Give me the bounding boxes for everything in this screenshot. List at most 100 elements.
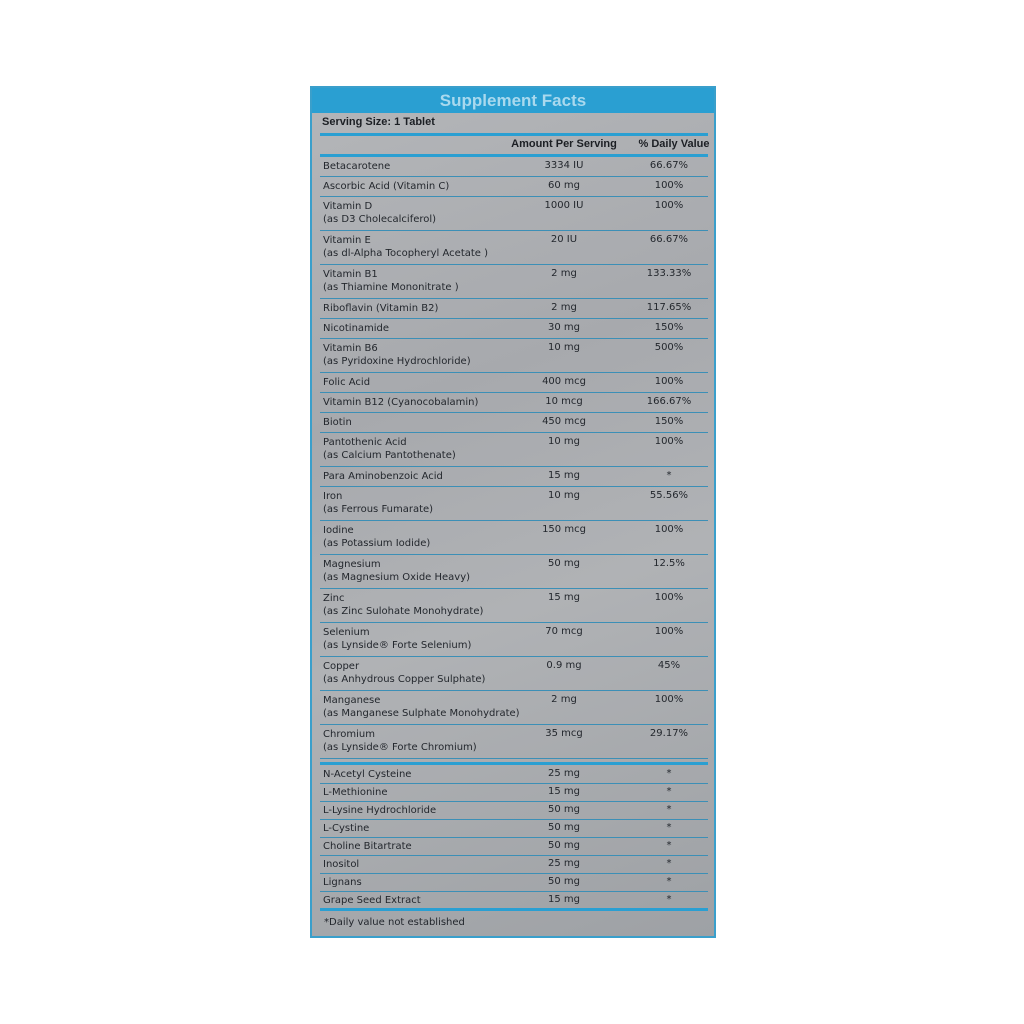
vitamins-minerals-table: Betacarotene 3334 IU 66.67% Ascorbic Acid (… — [320, 157, 708, 759]
nutrient-name: Lignans — [323, 876, 362, 889]
amount-per-serving: 10 mg — [548, 490, 580, 501]
column-header: Amount Per Serving % Daily Value — [320, 138, 709, 154]
nutrient-name: Manganese (as Manganese Sulphate Monohydr… — [323, 694, 520, 720]
amount-per-serving: 450 mcg — [542, 416, 586, 427]
daily-value: 150% — [654, 416, 684, 427]
nutrient-label: Pantothenic Acid — [323, 437, 407, 448]
serving-size: Serving Size: 1 Tablet — [322, 116, 435, 128]
amount-per-serving: 2 mg — [551, 302, 577, 313]
amount-per-serving: 50 mg — [548, 822, 580, 833]
daily-value: * — [666, 894, 672, 905]
nutrient-source: (as Lynside® Forte Selenium) — [323, 640, 472, 651]
amount-per-serving: 60 mg — [548, 180, 580, 191]
daily-value: 45% — [657, 660, 681, 671]
amount-per-serving: 50 mg — [548, 876, 580, 887]
table-row: N-Acetyl Cysteine 25 mg * — [320, 766, 708, 784]
nutrient-source: (as dl-Alpha Tocopheryl Acetate ) — [323, 248, 489, 259]
nutrient-name: Pantothenic Acid (as Calcium Pantothenate… — [323, 436, 456, 462]
nutrient-name: Inositol — [323, 858, 359, 871]
table-row: Ascorbic Acid (Vitamin C) 60 mg 100% — [320, 177, 708, 197]
amount-per-serving: 70 mcg — [545, 626, 583, 637]
nutrient-label: Biotin — [323, 417, 352, 428]
nutrient-label: Ascorbic Acid (Vitamin C) — [323, 181, 450, 192]
table-row: Vitamin B1 (as Thiamine Mononitrate ) 2 mg… — [320, 265, 708, 299]
nutrient-source: (as Anhydrous Copper Sulphate) — [323, 674, 486, 685]
amount-per-serving: 25 mg — [548, 768, 580, 779]
nutrient-name: Selenium (as Lynside® Forte Selenium) — [323, 626, 471, 652]
nutrient-label: Para Aminobenzoic Acid — [323, 471, 443, 482]
amount-per-serving: 3334 IU — [544, 160, 584, 171]
nutrient-label: Zinc — [323, 593, 345, 604]
nutrient-name: Zinc (as Zinc Sulohate Monohydrate) — [323, 592, 483, 618]
daily-value-header: % Daily Value — [638, 138, 710, 150]
table-row: Betacarotene 3334 IU 66.67% — [320, 157, 708, 177]
table-row: Iodine (as Potassium Iodide) 150 mcg 100% — [320, 521, 708, 555]
nutrient-name: L-Cystine — [323, 822, 369, 835]
daily-value: 29.17% — [649, 728, 689, 739]
daily-value: 100% — [654, 694, 684, 705]
nutrient-label: N-Acetyl Cysteine — [323, 769, 412, 780]
table-row: Chromium (as Lynside® Forte Chromium) 35 m… — [320, 725, 708, 759]
amount-per-serving: 50 mg — [548, 804, 580, 815]
nutrient-label: Vitamin E — [323, 235, 371, 246]
daily-value: 12.5% — [653, 558, 685, 569]
nutrient-name: Vitamin B12 (Cyanocobalamin) — [323, 396, 478, 409]
amount-per-serving: 15 mg — [548, 894, 580, 905]
daily-value: 133.33% — [646, 268, 692, 279]
nutrient-name: Ascorbic Acid (Vitamin C) — [323, 180, 449, 193]
table-row: Vitamin D (as D3 Cholecalciferol) 1000 IU 1… — [320, 197, 708, 231]
table-row: Copper (as Anhydrous Copper Sulphate) 0.9 … — [320, 657, 708, 691]
nutrient-name: Vitamin D (as D3 Cholecalciferol) — [323, 200, 436, 226]
daily-value: 100% — [654, 524, 684, 535]
amount-per-serving: 15 mg — [548, 470, 580, 481]
nutrient-name: Para Aminobenzoic Acid — [323, 470, 443, 483]
table-row: L-Methionine 15 mg * — [320, 784, 708, 802]
amount-per-serving: 20 IU — [550, 234, 578, 245]
supplement-facts-panel: Supplement Facts Serving Size: 1 Tablet … — [310, 86, 716, 938]
daily-value: 100% — [654, 626, 684, 637]
amount-per-serving: 2 mg — [551, 268, 577, 279]
daily-value: 500% — [654, 342, 684, 353]
amount-per-serving: 2 mg — [551, 694, 577, 705]
footnote: *Daily value not established — [324, 917, 465, 928]
table-row: Magnesium (as Magnesium Oxide Heavy) 50 mg… — [320, 555, 708, 589]
nutrient-label: Vitamin B12 (Cyanocobalamin) — [323, 397, 479, 408]
nutrient-name: Folic Acid — [323, 376, 370, 389]
nutrient-label: Chromium — [323, 729, 375, 740]
amount-per-serving: 35 mcg — [545, 728, 583, 739]
daily-value: 166.67% — [646, 396, 692, 407]
daily-value: * — [666, 822, 672, 833]
nutrient-label: Choline Bitartrate — [323, 841, 412, 852]
nutrient-label: Manganese — [323, 695, 381, 706]
daily-value: 150% — [654, 322, 684, 333]
nutrient-label: Lignans — [323, 877, 362, 888]
nutrient-label: Selenium — [323, 627, 370, 638]
nutrient-label: Riboflavin (Vitamin B2) — [323, 303, 439, 314]
daily-value: 100% — [654, 436, 684, 447]
daily-value: 117.65% — [646, 302, 692, 313]
table-row: Vitamin B6 (as Pyridoxine Hydrochloride) 1… — [320, 339, 708, 373]
nutrient-source: (as D3 Cholecalciferol) — [323, 214, 437, 225]
amount-per-serving: 10 mg — [548, 436, 580, 447]
panel-title: Supplement Facts — [312, 88, 714, 113]
amount-per-serving: 1000 IU — [544, 200, 584, 211]
nutrient-name: L-Methionine — [323, 786, 388, 799]
daily-value: 66.67% — [649, 234, 689, 245]
table-row: Folic Acid 400 mcg 100% — [320, 373, 708, 393]
table-row: Vitamin E (as dl-Alpha Tocopheryl Acetate… — [320, 231, 708, 265]
amount-per-serving: 30 mg — [548, 322, 580, 333]
nutrient-source: (as Zinc Sulohate Monohydrate) — [323, 606, 484, 617]
nutrient-source: (as Calcium Pantothenate) — [323, 450, 456, 461]
table-row: Lignans 50 mg * — [320, 874, 708, 892]
nutrient-name: Iodine (as Potassium Iodide) — [323, 524, 430, 550]
daily-value: * — [666, 840, 672, 851]
daily-value: * — [666, 858, 672, 869]
nutrient-source: (as Pyridoxine Hydrochloride) — [323, 356, 471, 367]
amount-per-serving: 400 mcg — [542, 376, 586, 387]
table-row: Riboflavin (Vitamin B2) 2 mg 117.65% — [320, 299, 708, 319]
table-row: Manganese (as Manganese Sulphate Monohydr… — [320, 691, 708, 725]
table-row: Choline Bitartrate 50 mg * — [320, 838, 708, 856]
divider-thick — [320, 762, 708, 765]
table-row: Biotin 450 mcg 150% — [320, 413, 708, 433]
nutrient-name: Betacarotene — [323, 160, 390, 173]
